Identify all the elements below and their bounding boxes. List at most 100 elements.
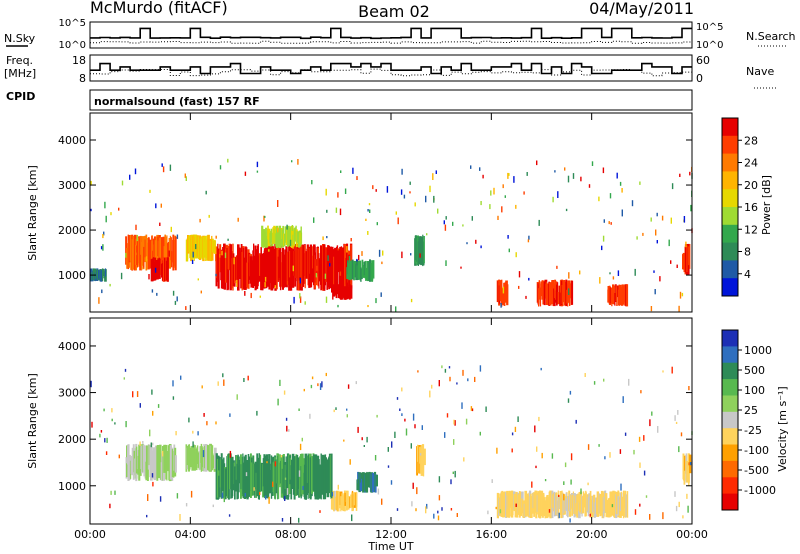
scatter-echo <box>250 292 252 299</box>
data-region-12 <box>684 244 687 273</box>
scatter-echo <box>103 408 105 412</box>
scatter-echo <box>317 383 319 387</box>
colorbar-swatch <box>722 207 738 226</box>
data-region-4 <box>328 245 330 290</box>
data-region-0 <box>159 458 162 480</box>
scatter-echo <box>611 504 614 508</box>
scatter-echo <box>244 493 246 497</box>
colorbar-tick-label: 12 <box>744 223 758 236</box>
scatter-echo <box>598 196 600 202</box>
scatter-echo <box>687 505 689 513</box>
scatter-echo <box>507 235 509 239</box>
colorbar-swatch <box>722 428 738 446</box>
data-region-1 <box>207 445 209 470</box>
scatter-echo <box>190 490 193 498</box>
data-region-12 <box>683 257 685 273</box>
xlabel: Time UT <box>367 540 413 553</box>
cpid-frame <box>89 89 693 111</box>
scatter-echo <box>415 508 417 512</box>
scatter-echo <box>101 289 103 294</box>
colorbar-swatch <box>722 379 738 396</box>
data-region-2 <box>318 459 320 499</box>
scatter-echo <box>192 251 194 258</box>
scatter-echo <box>456 382 458 385</box>
data-region-1 <box>125 236 128 265</box>
scatter-echo <box>681 292 684 297</box>
data-region-8 <box>423 236 425 264</box>
nsky-tick-bottom: 10^0 <box>59 40 86 51</box>
data-region-10 <box>539 287 542 307</box>
data-region-4 <box>339 267 342 291</box>
scatter-echo <box>433 513 435 519</box>
data-region-1 <box>199 446 201 471</box>
scatter-echo <box>479 167 481 171</box>
scatter-echo <box>155 203 157 209</box>
scatter-echo <box>500 303 502 308</box>
scatter-echo <box>656 240 658 244</box>
scatter-echo <box>593 381 596 385</box>
data-region-2 <box>245 460 247 496</box>
scatter-echo <box>382 250 384 256</box>
data-region-6 <box>596 497 599 513</box>
scatter-echo <box>346 408 348 411</box>
data-region-7 <box>350 263 352 281</box>
scatter-echo <box>689 171 691 176</box>
data-region-5 <box>419 450 421 474</box>
scatter-echo <box>356 176 358 180</box>
scatter-echo <box>286 488 289 495</box>
data-region-2 <box>216 458 219 498</box>
data-region-2 <box>290 465 293 500</box>
scatter-echo <box>228 514 231 517</box>
data-region-3 <box>191 236 194 253</box>
data-region-4 <box>360 472 363 483</box>
scatter-echo <box>156 292 158 296</box>
scatter-echo <box>299 293 301 299</box>
scatter-echo <box>381 498 383 505</box>
scatter-echo <box>643 470 646 476</box>
data-region-1 <box>186 446 189 466</box>
scatter-echo <box>471 408 474 412</box>
scatter-echo <box>441 507 443 511</box>
scatter-echo <box>480 245 482 249</box>
scatter-echo <box>372 185 374 190</box>
scatter-echo <box>154 267 157 273</box>
colorbar-swatch <box>722 362 738 380</box>
data-region-3 <box>214 239 216 254</box>
scatter-echo <box>525 295 527 299</box>
scatter-echo <box>412 482 414 489</box>
data-region-4 <box>234 256 236 284</box>
data-region-4 <box>216 246 218 279</box>
scatter-echo <box>633 449 635 455</box>
data-region-1 <box>185 444 188 472</box>
scatter-echo <box>463 457 465 462</box>
scatter-echo <box>349 459 351 465</box>
scatter-echo <box>219 253 221 258</box>
scatter-echo <box>268 249 270 252</box>
scatter-echo <box>118 207 120 211</box>
data-region-6 <box>347 286 349 299</box>
data-region-1 <box>190 446 193 468</box>
colorbar-swatch <box>722 224 738 244</box>
scatter-echo <box>531 481 533 488</box>
data-region-2 <box>227 454 229 499</box>
data-region-7 <box>346 267 348 279</box>
scatter-echo <box>602 235 605 242</box>
scatter-echo <box>102 244 104 251</box>
scatter-echo <box>679 173 681 177</box>
scatter-echo <box>366 436 368 443</box>
scatter-echo <box>636 236 638 240</box>
data-region-7 <box>688 459 690 486</box>
cpid-text: normalsound (fast) 157 RF <box>94 95 260 108</box>
scatter-echo <box>609 193 612 199</box>
data-region-4 <box>285 246 288 274</box>
data-region-11 <box>607 286 610 303</box>
data-region-3 <box>211 235 213 260</box>
scatter-echo <box>534 425 536 433</box>
date-title: 04/May/2011 <box>589 0 694 18</box>
y-tick-label: 2000 <box>58 433 86 446</box>
scatter-echo <box>572 173 575 179</box>
scatter-echo <box>151 389 153 395</box>
scatter-echo <box>538 219 540 226</box>
scatter-echo <box>100 430 103 433</box>
scatter-echo <box>114 422 116 425</box>
